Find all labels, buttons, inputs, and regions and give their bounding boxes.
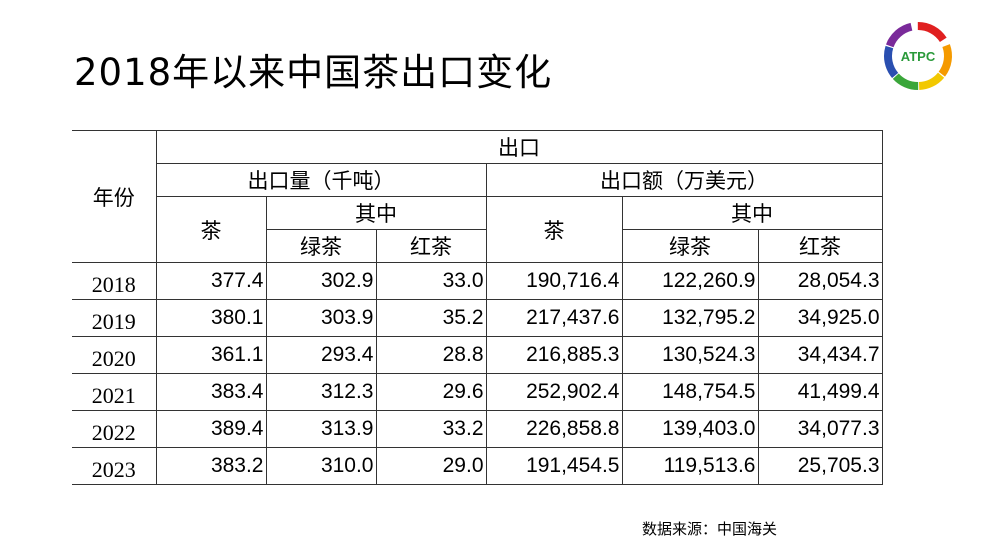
vol-tea-cell: 380.1 [155, 299, 267, 337]
vol-green-cell: 303.9 [265, 299, 377, 337]
value-of-which-header: 其中 [621, 196, 883, 230]
val-black-cell: 41,499.4 [757, 373, 883, 411]
vol-tea-cell: 389.4 [155, 410, 267, 448]
val-green-cell: 139,403.0 [621, 410, 759, 448]
value-black-tea-header: 红茶 [757, 229, 883, 263]
volume-header: 出口量（千吨） [155, 163, 487, 197]
volume-black-tea-header: 红茶 [375, 229, 487, 263]
val-green-cell: 148,754.5 [621, 373, 759, 411]
val-tea-cell: 190,716.4 [485, 262, 623, 300]
vol-black-cell: 29.0 [375, 447, 487, 485]
table-row: 2023 383.2 310.0 29.0 191,454.5 119,513.6 25,7… [72, 447, 883, 485]
vol-green-cell: 293.4 [265, 336, 377, 374]
value-green-tea-header: 绿茶 [621, 229, 759, 263]
val-tea-cell: 226,858.8 [485, 410, 623, 448]
val-tea-cell: 191,454.5 [485, 447, 623, 485]
vol-green-cell: 302.9 [265, 262, 377, 300]
table-row: 2019 380.1 303.9 35.2 217,437.6 132,795.2 34,9… [72, 299, 883, 337]
volume-tea-header: 茶 [155, 196, 267, 263]
year-cell: 2020 [72, 336, 157, 374]
val-black-cell: 28,054.3 [757, 262, 883, 300]
val-green-cell: 132,795.2 [621, 299, 759, 337]
slide-title: 2018年以来中国茶出口变化 [74, 51, 553, 94]
vol-black-cell: 28.8 [375, 336, 487, 374]
year-cell: 2019 [72, 299, 157, 337]
vol-tea-cell: 383.4 [155, 373, 267, 411]
year-header: 年份 [72, 130, 157, 263]
val-black-cell: 34,434.7 [757, 336, 883, 374]
val-black-cell: 34,077.3 [757, 410, 883, 448]
table-row: 2022 389.4 313.9 33.2 226,858.8 139,403.0 34,0… [72, 410, 883, 448]
val-green-cell: 119,513.6 [621, 447, 759, 485]
volume-of-which-header: 其中 [265, 196, 487, 230]
vol-green-cell: 312.3 [265, 373, 377, 411]
data-source: 数据来源：中国海关 [642, 520, 778, 538]
vol-green-cell: 313.9 [265, 410, 377, 448]
vol-tea-cell: 361.1 [155, 336, 267, 374]
val-tea-cell: 252,902.4 [485, 373, 623, 411]
tea-export-table: 年份 出口 出口量（千吨） 出口额（万美元） 茶 其中 茶 其中 绿茶 红茶 绿… [72, 130, 883, 485]
logo-text: ATPC [901, 49, 936, 64]
value-header: 出口额（万美元） [485, 163, 883, 197]
vol-black-cell: 33.0 [375, 262, 487, 300]
val-black-cell: 34,925.0 [757, 299, 883, 337]
vol-tea-cell: 383.2 [155, 447, 267, 485]
vol-black-cell: 35.2 [375, 299, 487, 337]
value-tea-header: 茶 [485, 196, 623, 263]
val-tea-cell: 216,885.3 [485, 336, 623, 374]
export-header: 出口 [155, 130, 883, 164]
vol-tea-cell: 377.4 [155, 262, 267, 300]
year-cell: 2023 [72, 447, 157, 485]
val-black-cell: 25,705.3 [757, 447, 883, 485]
atpc-logo: ATPC [884, 22, 952, 90]
volume-green-tea-header: 绿茶 [265, 229, 377, 263]
table-row: 2020 361.1 293.4 28.8 216,885.3 130,524.3 34,4… [72, 336, 883, 374]
year-cell: 2021 [72, 373, 157, 411]
year-cell: 2022 [72, 410, 157, 448]
table-row: 2021 383.4 312.3 29.6 252,902.4 148,754.5 41,4… [72, 373, 883, 411]
year-cell: 2018 [72, 262, 157, 300]
table-row: 2018 377.4 302.9 33.0 190,716.4 122,260.9 28,0… [72, 262, 883, 300]
vol-black-cell: 33.2 [375, 410, 487, 448]
val-tea-cell: 217,437.6 [485, 299, 623, 337]
vol-black-cell: 29.6 [375, 373, 487, 411]
vol-green-cell: 310.0 [265, 447, 377, 485]
val-green-cell: 122,260.9 [621, 262, 759, 300]
val-green-cell: 130,524.3 [621, 336, 759, 374]
